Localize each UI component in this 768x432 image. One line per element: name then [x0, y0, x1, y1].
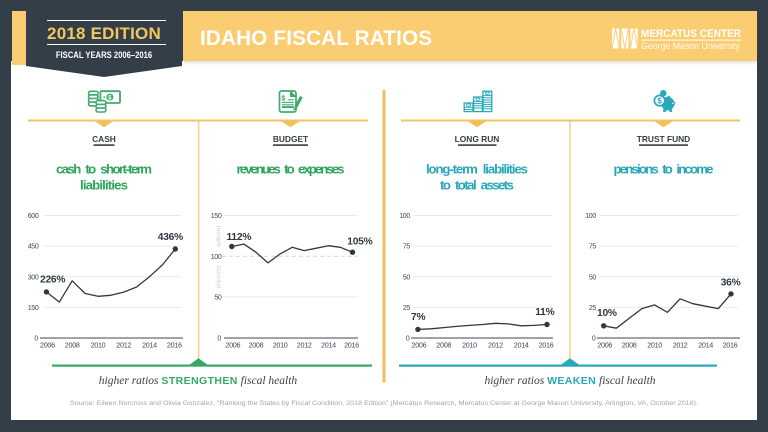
svg-text:11%: 11%	[535, 307, 554, 318]
svg-text:112%: 112%	[227, 232, 252, 243]
svg-text:2014: 2014	[321, 341, 336, 350]
svg-text:to total assets: to total assets	[440, 178, 514, 193]
svg-text:Source: Eileen Norcross and Ol: Source: Eileen Norcross and Olivia Gonza…	[70, 400, 698, 407]
svg-text:150: 150	[28, 305, 39, 312]
svg-text:2014: 2014	[514, 341, 529, 350]
svg-text:2012: 2012	[488, 341, 503, 350]
svg-text:50: 50	[214, 294, 222, 301]
svg-text:2006: 2006	[412, 341, 427, 350]
svg-text:0: 0	[217, 336, 221, 343]
svg-text:higher ratios STRENGTHEN fisca: higher ratios STRENGTHEN fiscal health	[99, 375, 298, 387]
svg-text:100: 100	[399, 213, 410, 220]
svg-text:2010: 2010	[462, 341, 477, 350]
svg-text:2006: 2006	[225, 341, 240, 350]
svg-text:25: 25	[403, 305, 411, 312]
svg-text:10%: 10%	[597, 308, 617, 319]
svg-text:2006: 2006	[597, 341, 612, 350]
svg-text:2012: 2012	[116, 341, 131, 350]
svg-text:0: 0	[592, 336, 596, 343]
svg-text:2008: 2008	[622, 341, 637, 350]
svg-text:long-term liabilities: long-term liabilities	[426, 162, 528, 177]
svg-text:2014: 2014	[142, 341, 157, 350]
svg-text:solvent: solvent	[215, 224, 223, 247]
svg-text:2016: 2016	[167, 341, 182, 350]
svg-text:25: 25	[589, 305, 597, 312]
svg-text:75: 75	[589, 244, 597, 251]
svg-text:MERCATUS CENTER: MERCATUS CENTER	[641, 28, 741, 40]
svg-text:BUDGET: BUDGET	[273, 134, 309, 144]
svg-text:$: $	[657, 97, 662, 106]
svg-text:436%: 436%	[158, 232, 183, 243]
svg-text:300: 300	[28, 274, 39, 281]
svg-text:2012: 2012	[297, 341, 312, 350]
svg-text:higher ratios WEAKEN fiscal he: higher ratios WEAKEN fiscal health	[484, 375, 655, 387]
svg-text:0: 0	[406, 336, 410, 343]
svg-text:TRUST FUND: TRUST FUND	[637, 134, 691, 144]
svg-text:$: $	[281, 94, 286, 103]
svg-text:50: 50	[589, 274, 597, 281]
svg-text:insolvent: insolvent	[215, 265, 223, 289]
svg-text:100: 100	[211, 254, 222, 261]
svg-text:cash to short-term: cash to short-term	[56, 162, 152, 177]
svg-text:2010: 2010	[647, 341, 662, 350]
svg-text:liabilities: liabilities	[80, 178, 128, 193]
svg-text:50: 50	[403, 274, 411, 281]
svg-text:$: $	[108, 94, 112, 101]
svg-text:7%: 7%	[411, 312, 425, 323]
svg-text:2016: 2016	[344, 341, 359, 350]
svg-text:2016: 2016	[539, 341, 554, 350]
svg-text:226%: 226%	[40, 275, 65, 286]
svg-text:2008: 2008	[65, 341, 80, 350]
svg-text:LONG RUN: LONG RUN	[455, 134, 500, 144]
svg-text:2010: 2010	[273, 341, 288, 350]
svg-text:450: 450	[28, 244, 39, 251]
svg-text:2016: 2016	[723, 341, 738, 350]
svg-text:CASH: CASH	[92, 134, 116, 144]
svg-text:2012: 2012	[673, 341, 688, 350]
svg-text:2008: 2008	[436, 341, 451, 350]
svg-text:0: 0	[34, 336, 38, 343]
svg-text:100: 100	[585, 213, 596, 220]
svg-text:150: 150	[211, 213, 222, 220]
svg-text:75: 75	[403, 244, 411, 251]
svg-text:2010: 2010	[91, 341, 106, 350]
svg-text:George Mason University: George Mason University	[641, 41, 740, 51]
svg-text:36%: 36%	[721, 278, 741, 289]
svg-text:105%: 105%	[347, 237, 372, 248]
svg-text:revenues to expenses: revenues to expenses	[237, 162, 345, 177]
svg-text:600: 600	[28, 213, 39, 220]
svg-text:2006: 2006	[40, 341, 55, 350]
svg-text:2014: 2014	[698, 341, 713, 350]
svg-text:pensions to income: pensions to income	[614, 162, 714, 177]
svg-text:2008: 2008	[249, 341, 264, 350]
